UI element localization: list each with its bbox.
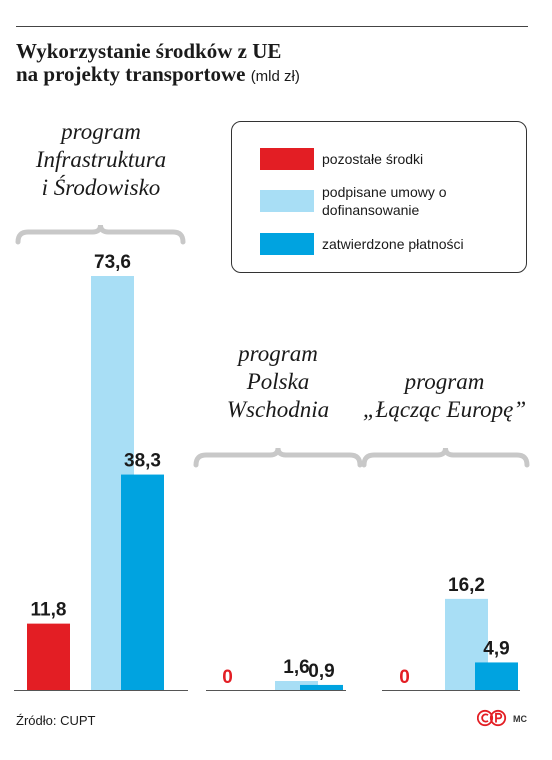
legend-label: pozostałe środki <box>322 151 424 167</box>
publisher-logo-icon <box>477 709 507 727</box>
legend-item-zatwierdzone: zatwierdzone płatności <box>260 233 512 255</box>
bar-1-1 <box>275 681 318 690</box>
data-label: 73,6 <box>94 252 131 273</box>
title-line-1: Wykorzystanie środków z UE <box>16 39 282 63</box>
group-label-laczac-europe: program „Łącząc Europę” <box>362 368 527 424</box>
group-label-line: i Środowisko <box>41 175 161 200</box>
group-label-line: Wschodnia <box>226 397 330 422</box>
group-label-infrastruktura: program Infrastruktura i Środowisko <box>18 118 184 202</box>
group-label-line: program <box>61 119 141 144</box>
group-label-line: Infrastruktura <box>35 147 167 172</box>
author-initials: MC <box>513 714 527 724</box>
data-label: 0,9 <box>308 661 334 682</box>
legend-swatch-lightblue <box>260 190 314 212</box>
legend-item-podpisane: podpisane umowy o dofinansowanie <box>260 183 512 219</box>
data-label: 38,3 <box>124 451 161 472</box>
top-rule <box>16 26 528 27</box>
group-brace <box>15 224 186 245</box>
bar-2-0 <box>121 474 164 690</box>
chart-legend: pozostałe środki podpisane umowy o dofin… <box>231 121 527 273</box>
legend-label: podpisane umowy o dofinansowanie <box>322 184 447 218</box>
group-label-line: Polska <box>246 369 310 394</box>
bar-2-2 <box>475 662 518 690</box>
title-line-2: na projekty transportowe (mld zł) <box>16 63 516 88</box>
title-line-2-text: na projekty transportowe <box>16 62 246 86</box>
group-brace <box>361 447 530 468</box>
legend-label: zatwierdzone płatności <box>322 236 464 252</box>
group-label-line: program <box>404 369 485 394</box>
group-label-line: „Łącząc Europę” <box>362 397 527 422</box>
title-unit: (mld zł) <box>250 68 300 85</box>
chart-title: Wykorzystanie środków z UE na projekty t… <box>16 40 516 88</box>
bar-0-0 <box>27 623 70 690</box>
legend-swatch-blue <box>260 233 314 255</box>
data-label: 4,9 <box>483 638 509 659</box>
bar-2-1 <box>300 684 343 690</box>
data-label: 11,8 <box>31 600 67 621</box>
data-label: 16,2 <box>448 575 485 596</box>
data-label: 1,6 <box>283 657 309 678</box>
source-note: Źródło: CUPT <box>16 713 96 728</box>
legend-item-pozostale: pozostałe środki <box>260 148 512 170</box>
legend-swatch-red <box>260 148 314 170</box>
data-label-zero: 0 <box>399 667 410 688</box>
data-label-zero: 0 <box>222 667 233 688</box>
group-brace <box>193 447 363 468</box>
group-label-line: program <box>238 341 318 366</box>
group-label-polska-wschodnia: program Polska Wschodnia <box>196 340 360 424</box>
